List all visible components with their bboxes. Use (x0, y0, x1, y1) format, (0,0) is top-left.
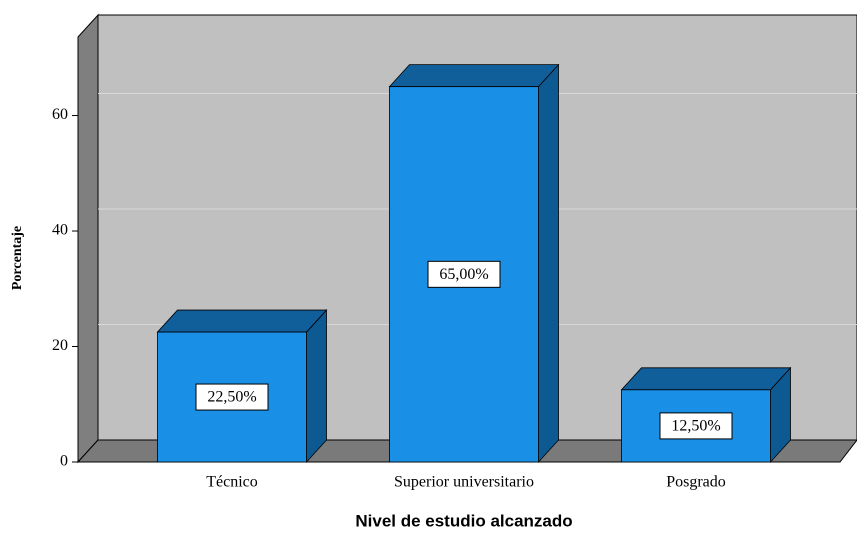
value-label: 12,50% (671, 418, 720, 435)
y-tick-label: 0 (60, 453, 68, 470)
y-axis-label: Porcentaje (10, 226, 25, 290)
bar-side (538, 63, 559, 464)
y-tick-label: 40 (52, 222, 68, 239)
x-axis-label: Nivel de estudio alcanzado (355, 511, 572, 530)
value-label-box (427, 260, 501, 288)
value-label: 65,00% (439, 266, 488, 283)
y-tick-label: 60 (52, 106, 68, 123)
bar-top (620, 367, 792, 391)
bar-top (388, 64, 560, 88)
x-tick-label: Superior universitario (394, 474, 534, 491)
value-label: 22,50% (207, 389, 256, 406)
value-label-box (195, 383, 269, 411)
y-tick-label: 20 (52, 337, 68, 354)
x-tick-label: Posgrado (666, 474, 726, 491)
bar-top (156, 309, 328, 333)
bars: 22,50% 65,00% 12,50% (156, 63, 792, 464)
x-tick-label: Técnico (206, 474, 258, 491)
value-label-box (659, 412, 733, 440)
left-wall (77, 13, 99, 464)
bar-side (306, 309, 327, 464)
